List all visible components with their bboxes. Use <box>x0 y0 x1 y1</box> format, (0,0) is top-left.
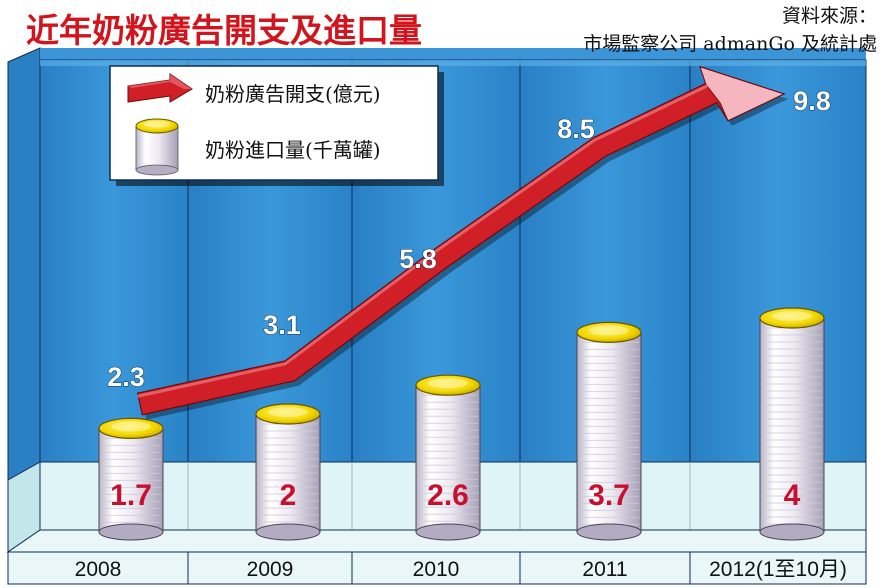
x-tick-labels: 2008 2009 2010 2011 2012(1至10月) <box>75 558 847 581</box>
source-text: 市場監察公司 admanGo 及統計處 <box>583 33 877 55</box>
x-tick-2: 2010 <box>413 558 460 581</box>
can-2010 <box>415 374 481 541</box>
can-2008 <box>98 417 164 541</box>
spending-label-2012(1至10月): 9.8 <box>793 86 831 116</box>
can-2011 <box>576 321 642 541</box>
import-label-2009: 2 <box>280 479 297 512</box>
spending-label-2009: 3.1 <box>263 310 301 340</box>
x-tick-3: 2011 <box>582 558 627 581</box>
category-strip <box>6 529 867 585</box>
x-tick-0: 2008 <box>75 558 122 581</box>
source-label: 資料來源： <box>782 5 877 27</box>
import-label-2012(1至10月): 4 <box>784 479 801 512</box>
legend-can-swatch <box>135 118 179 176</box>
import-label-2011: 3.7 <box>588 479 630 512</box>
arrow-head <box>699 65 786 122</box>
x-tick-4: 2012(1至10月) <box>709 558 847 581</box>
cans-layer <box>98 307 825 541</box>
legend-label-import: 奶粉進口量(千萬罐) <box>205 138 381 162</box>
legend-arrow-swatch <box>127 73 193 103</box>
labels-layer: 2.3 3.1 5.8 8.5 9.8 1.7 2 2.6 3.7 4 <box>107 86 832 513</box>
legend-label-spending: 奶粉廣告開支(億元) <box>205 82 381 106</box>
spending-label-2011: 8.5 <box>557 114 595 144</box>
spending-label-2008: 2.3 <box>107 362 145 392</box>
arrow-layer <box>136 65 788 420</box>
import-label-2010: 2.6 <box>427 479 469 512</box>
spending-label-2010: 5.8 <box>399 244 437 274</box>
x-tick-1: 2009 <box>247 558 294 581</box>
backdrop <box>7 47 866 553</box>
can-2012(1至10月) <box>759 307 825 541</box>
can-2009 <box>255 403 321 541</box>
chart-title: 近年奶粉廣告開支及進口量 <box>26 12 422 49</box>
legend: 奶粉廣告開支(億元) 奶粉進口量(千萬罐) <box>109 65 444 186</box>
import-label-2008: 1.7 <box>110 479 152 512</box>
